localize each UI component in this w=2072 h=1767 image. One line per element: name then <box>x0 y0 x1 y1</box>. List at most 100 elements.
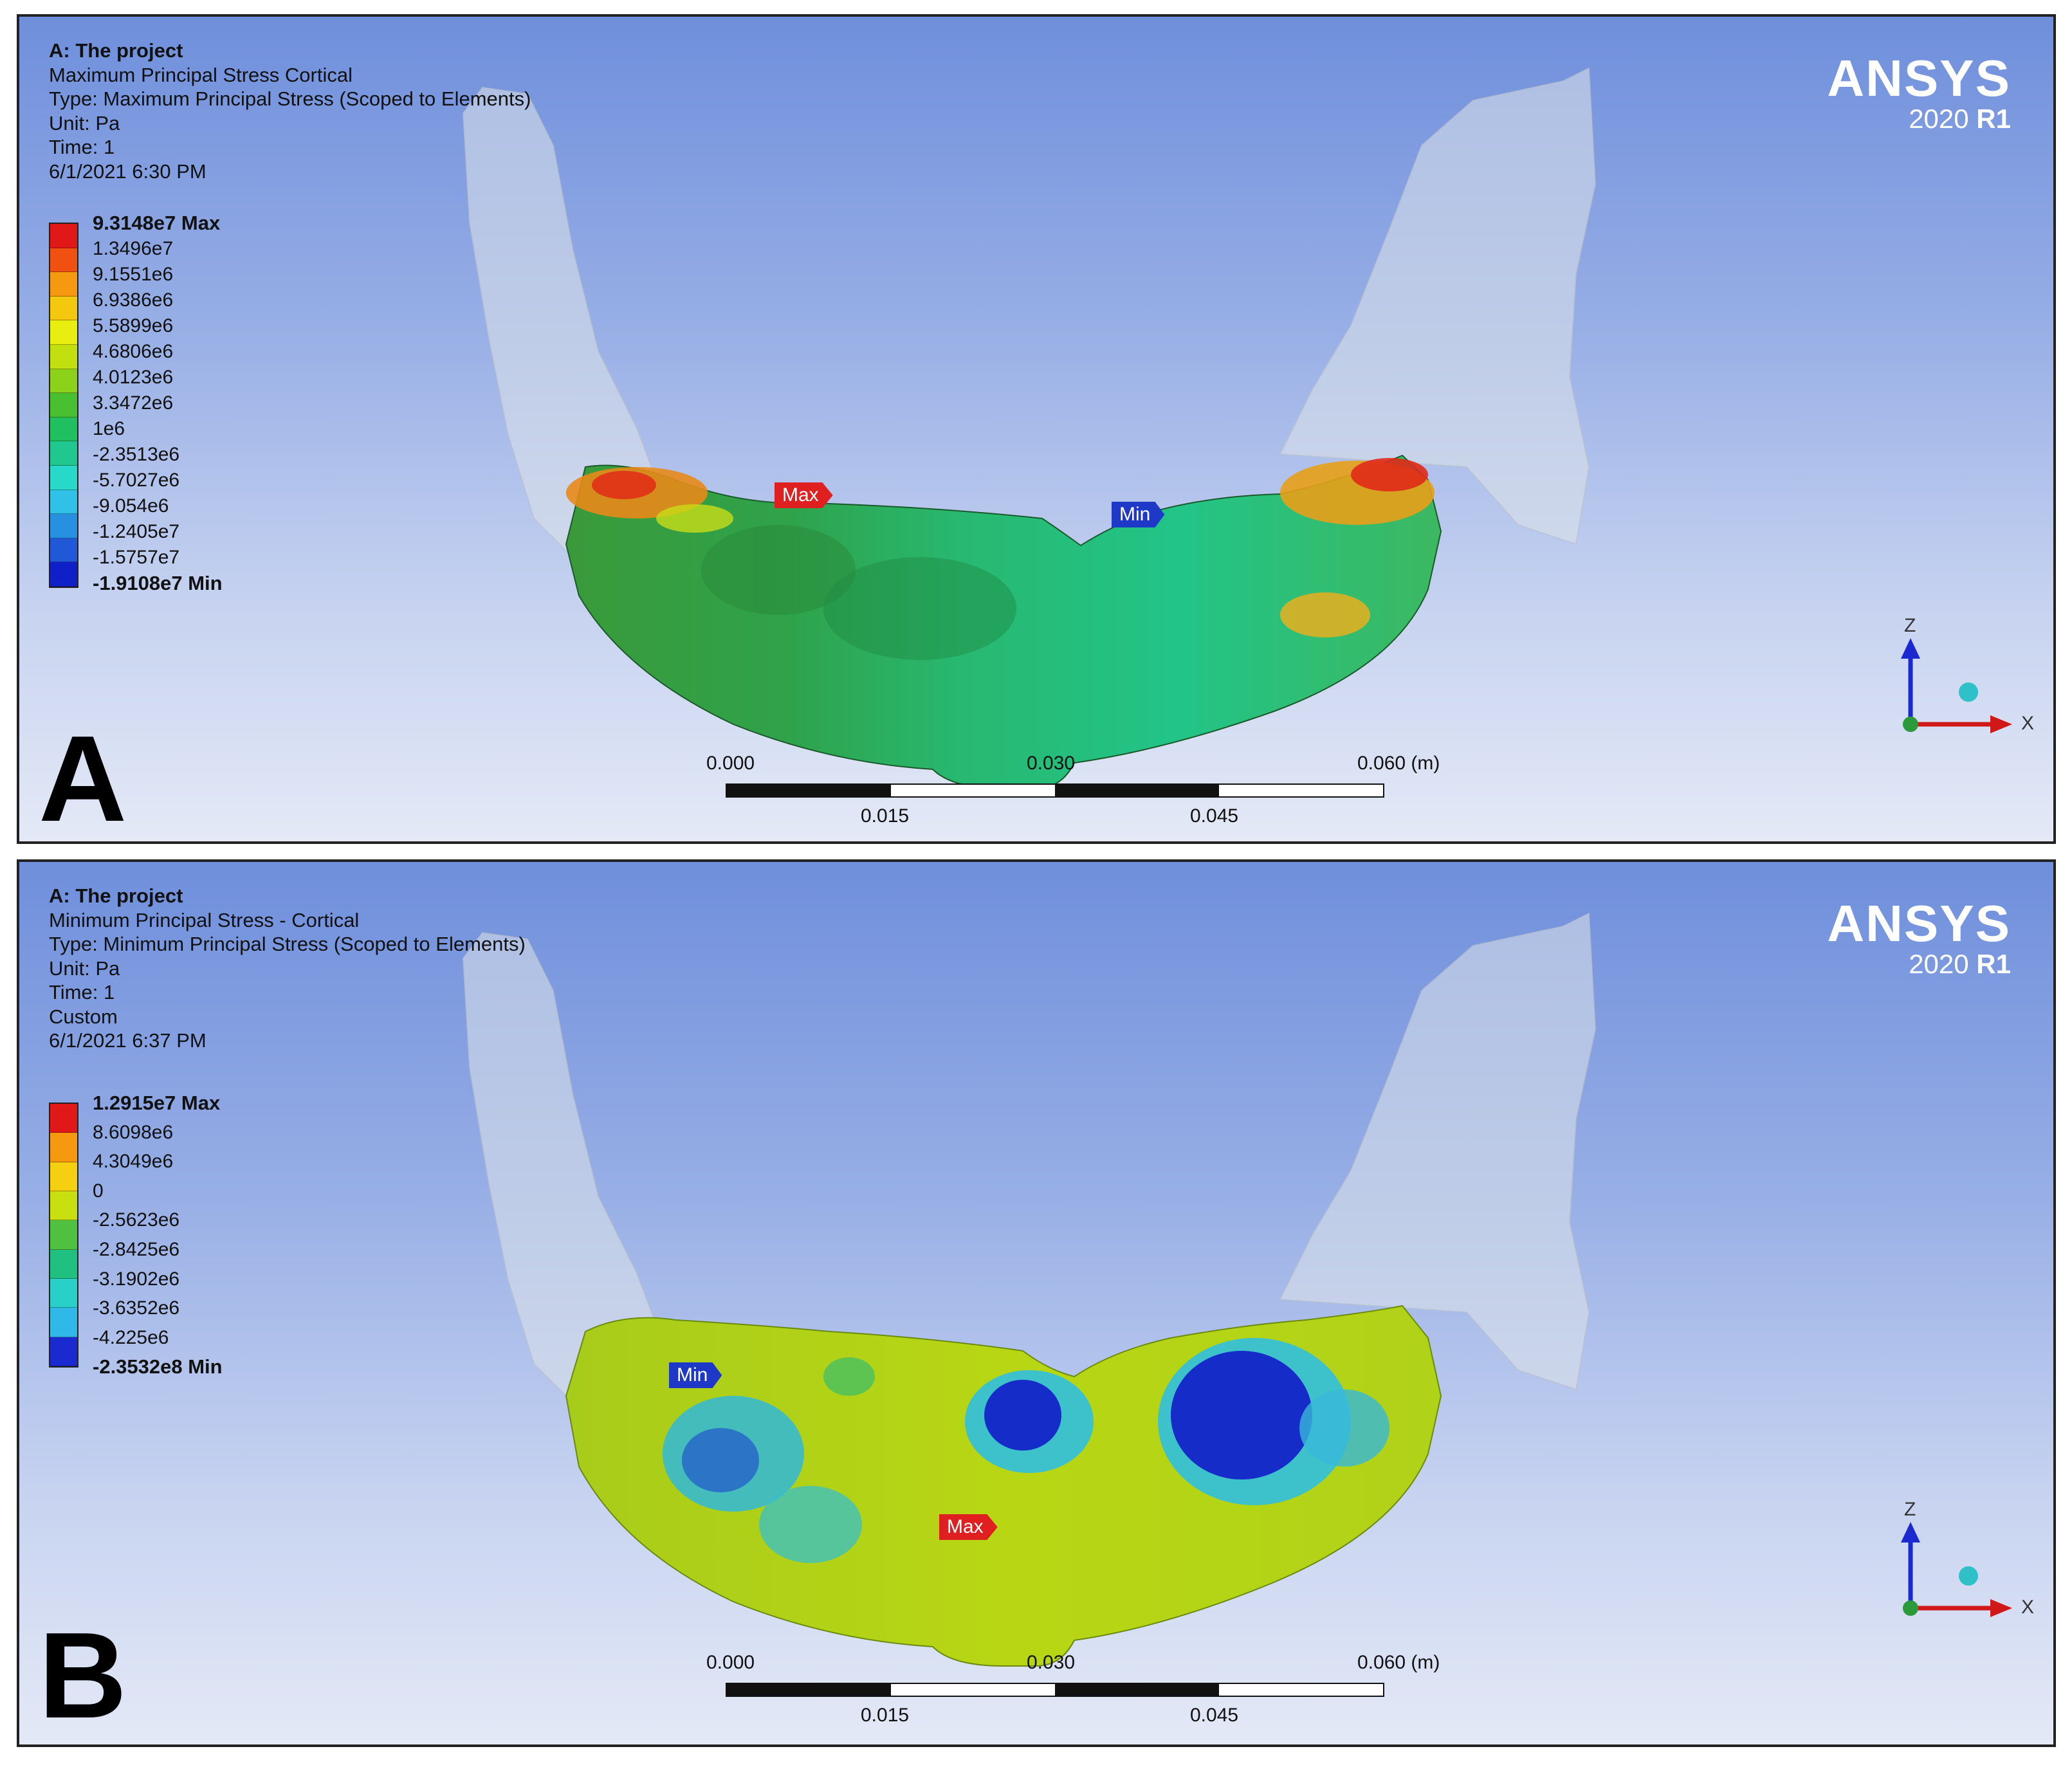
result-timestamp: 6/1/2021 6:30 PM <box>49 160 206 183</box>
legend-label: 4.6806e6 <box>93 341 174 362</box>
result-time: Time: 1 <box>49 136 115 158</box>
legend-label: 4.0123e6 <box>93 367 174 388</box>
scale-label-q1: 0.015 <box>861 805 910 827</box>
legend-label: -9.054e6 <box>93 495 169 517</box>
legend-label: 5.5899e6 <box>93 315 174 336</box>
legend-swatch <box>50 1308 77 1337</box>
logo-version: 2020 R1 <box>1909 949 2011 979</box>
legend-swatch <box>50 344 77 369</box>
logo-version: 2020 R1 <box>1909 104 2011 134</box>
axis-triad[interactable]: Z X <box>1872 609 2034 737</box>
shade-mid <box>823 557 1016 660</box>
legend-label: -2.3532e8 Min <box>93 1355 223 1378</box>
hotspot-left-peak <box>592 471 656 499</box>
legend-swatch <box>50 296 77 321</box>
legend-swatch <box>50 393 77 417</box>
region-left-blue <box>682 1428 759 1492</box>
legend-label: -1.5757e7 <box>93 547 180 568</box>
project-title: A: The project <box>49 39 183 62</box>
result-info: A: The project Maximum Principal Stress … <box>49 39 531 183</box>
legend-swatch <box>50 1249 77 1279</box>
scale-label-q1: 0.015 <box>861 1705 910 1726</box>
region-mid-blue <box>984 1380 1061 1451</box>
legend-swatch <box>50 1191 77 1221</box>
legend-swatch <box>50 1162 77 1191</box>
scale-label-max: 0.060 (m) <box>1357 1652 1440 1673</box>
triad-arrows <box>1901 1522 2012 1617</box>
scale-label-mid: 0.030 <box>1027 753 1076 774</box>
region-left-cyan-2 <box>759 1486 862 1563</box>
result-timestamp: 6/1/2021 6:37 PM <box>49 1029 206 1052</box>
result-unit: Unit: Pa <box>49 957 120 980</box>
legend-label: 6.9386e6 <box>93 289 174 311</box>
scale-ruler <box>726 1683 1384 1697</box>
legend-swatch <box>50 320 77 345</box>
scale-label-q3: 0.045 <box>1190 1705 1239 1726</box>
panel-b: A: The project Minimum Principal Stress … <box>17 859 2056 1747</box>
scale-label-0: 0.000 <box>706 1652 755 1673</box>
result-type: Type: Maximum Principal Stress (Scoped t… <box>49 87 531 110</box>
shade-left <box>701 525 856 615</box>
logo-brand: ANSYS <box>1827 895 2011 952</box>
result-name: Maximum Principal Stress Cortical <box>49 63 353 86</box>
z-axis-label: Z <box>1904 615 1916 636</box>
logo-brand: ANSYS <box>1827 50 2011 107</box>
legend-label: -1.9108e7 Min <box>93 572 223 594</box>
result-info: A: The project Minimum Principal Stress … <box>49 884 526 1053</box>
legend-swatch <box>50 441 77 466</box>
scale-label-max: 0.060 (m) <box>1357 753 1440 774</box>
z-axis-label: Z <box>1904 1499 1916 1520</box>
panel-a: A: The project Maximum Principal Stress … <box>17 14 2056 844</box>
panel-label: A <box>39 711 127 844</box>
legend-swatch <box>50 465 77 490</box>
triad-arrows <box>1901 638 2012 733</box>
legend-swatch <box>50 490 77 515</box>
legend-label: -2.5623e6 <box>93 1209 180 1231</box>
result-unit: Unit: Pa <box>49 111 120 134</box>
max-probe[interactable]: Max <box>939 1514 998 1540</box>
min-probe[interactable]: Min <box>669 1362 722 1388</box>
project-title: A: The project <box>49 884 183 907</box>
legend-label: -2.3513e6 <box>93 444 180 465</box>
region-right-blue <box>1171 1351 1312 1479</box>
legend-label: -4.225e6 <box>93 1326 169 1348</box>
scale-label-mid: 0.030 <box>1027 1652 1076 1673</box>
legend-label: 9.1551e6 <box>93 264 174 285</box>
ansys-logo: ANSYS 2020 R1 <box>1827 53 2011 134</box>
right-ramus-shape <box>1279 912 1597 1391</box>
mandible-model <box>462 67 1597 789</box>
legend-swatch <box>50 248 77 273</box>
hotspot-right-peak <box>1351 458 1428 491</box>
legend-label: 9.3148e7 Max <box>93 212 221 234</box>
legend-label: 0 <box>93 1180 104 1202</box>
mandible-model <box>462 912 1597 1667</box>
panel-label: B <box>39 1607 127 1744</box>
legend-label: 1.3496e7 <box>93 238 174 259</box>
legend-label: -5.7027e6 <box>93 470 180 491</box>
x-axis-label: X <box>2021 1597 2035 1618</box>
result-time: Time: 1 <box>49 981 115 1003</box>
legend-label: 4.3049e6 <box>93 1151 174 1173</box>
axis-triad[interactable]: Z X <box>1872 1492 2035 1621</box>
graphics-viewport[interactable]: A: The project Minimum Principal Stress … <box>19 862 2053 1744</box>
scale-bar: 0.000 0.030 0.060 (m) 0.015 0.045 <box>706 753 1440 827</box>
legend-label: 1e6 <box>93 418 125 439</box>
result-name: Minimum Principal Stress - Cortical <box>49 908 360 931</box>
min-probe[interactable]: Min <box>1112 502 1165 527</box>
legend-swatch <box>50 538 77 563</box>
scale-label-0: 0.000 <box>706 753 755 774</box>
legend-color-bar <box>49 223 78 588</box>
legend-label: 3.3472e6 <box>93 392 174 414</box>
max-probe[interactable]: Max <box>775 482 833 508</box>
legend-swatch <box>50 514 77 538</box>
legend-color-bar <box>49 1103 78 1368</box>
ansys-logo: ANSYS 2020 R1 <box>1827 898 2011 979</box>
scale-label-q3: 0.045 <box>1190 805 1239 827</box>
legend-swatch <box>50 369 77 394</box>
legend-label: -1.2405e7 <box>93 521 180 542</box>
graphics-viewport[interactable]: A: The project Maximum Principal Stress … <box>19 17 2053 841</box>
legend-swatch <box>50 1220 77 1250</box>
legend-swatch <box>50 1337 77 1366</box>
scale-ruler <box>726 783 1384 798</box>
legend-swatch <box>50 272 77 297</box>
